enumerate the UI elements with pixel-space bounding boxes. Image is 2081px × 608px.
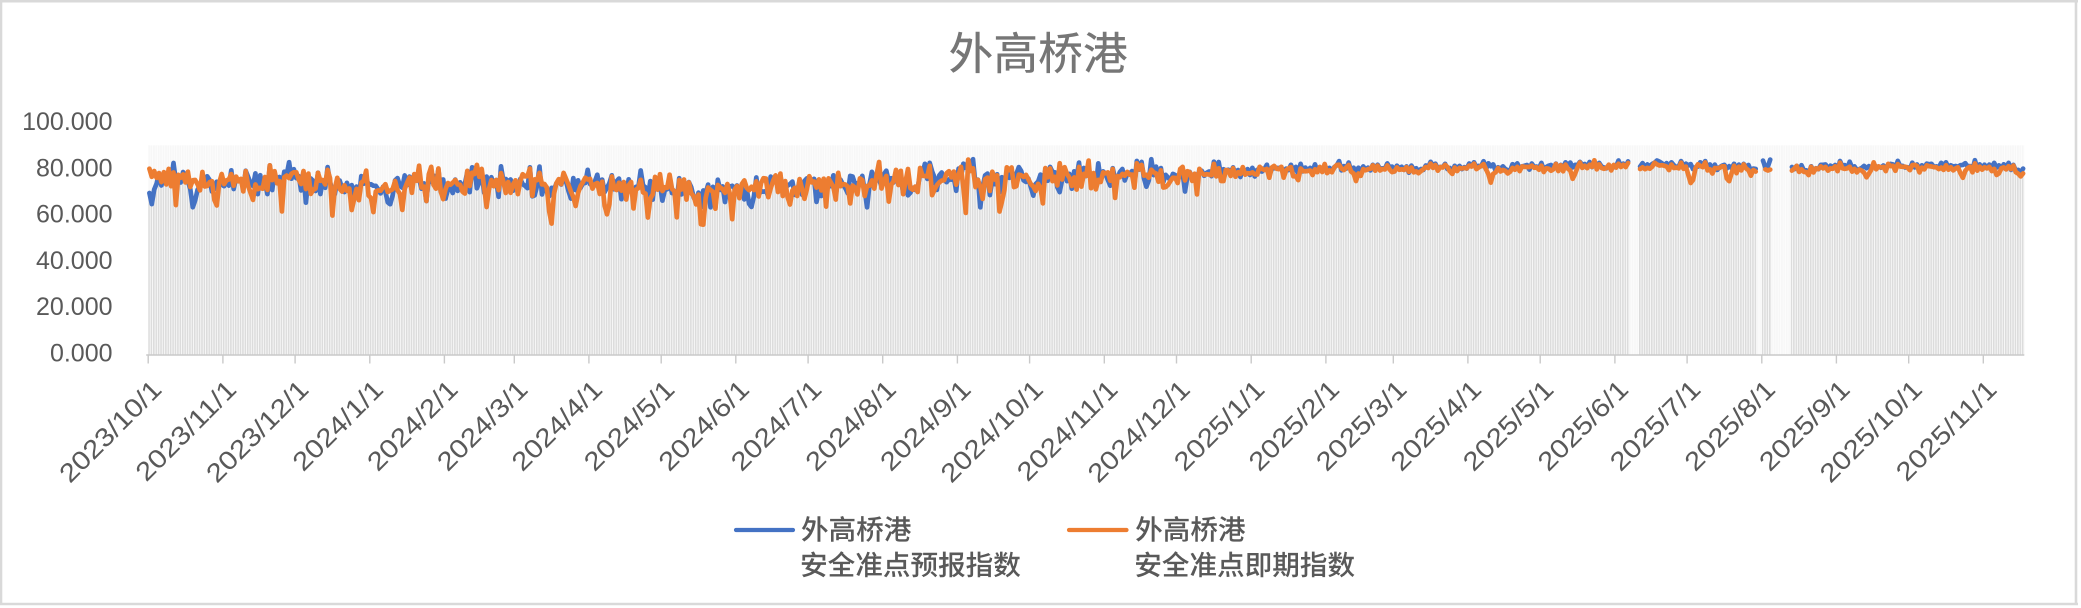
svg-text:60.000: 60.000: [36, 201, 112, 229]
svg-text:80.000: 80.000: [36, 154, 112, 182]
svg-text:40.000: 40.000: [36, 247, 112, 275]
svg-text:20.000: 20.000: [36, 293, 112, 321]
svg-text:0.000: 0.000: [50, 340, 113, 368]
svg-text:100.000: 100.000: [22, 108, 112, 136]
